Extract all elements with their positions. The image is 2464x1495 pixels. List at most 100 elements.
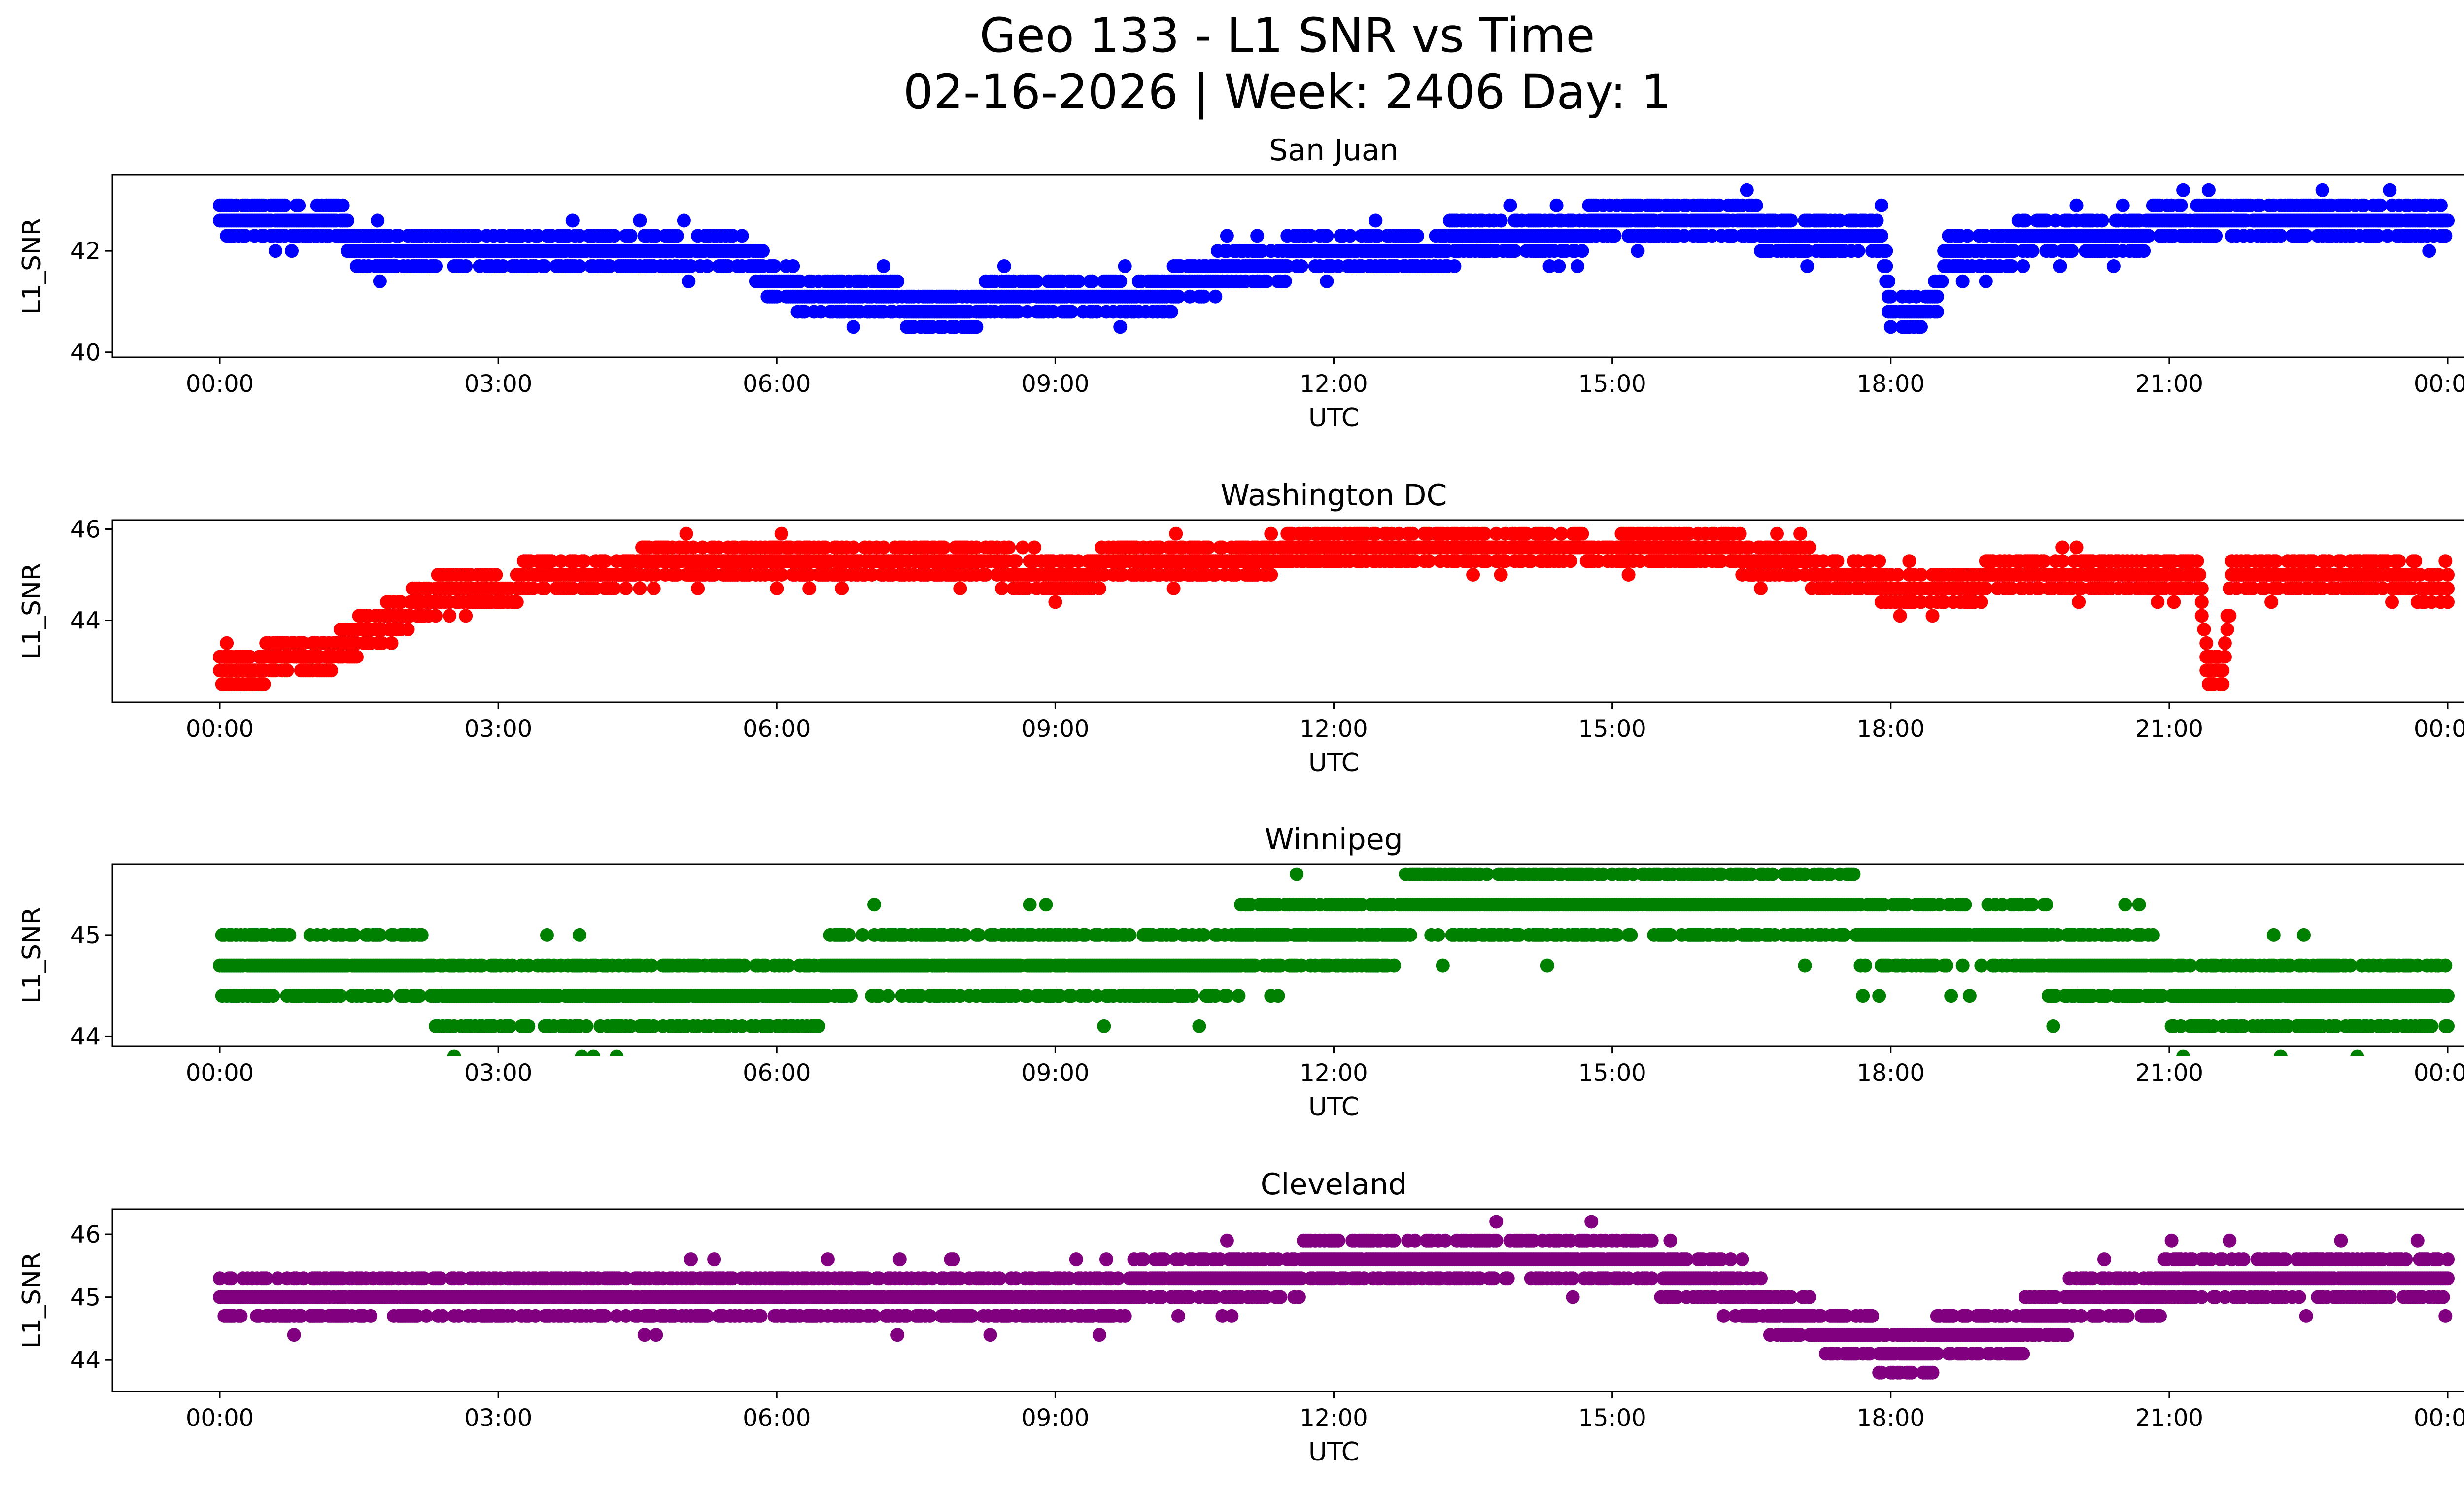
data-point xyxy=(1914,568,1928,582)
data-point xyxy=(2441,568,2455,582)
data-point xyxy=(371,213,385,228)
data-point xyxy=(1422,554,1436,568)
data-point xyxy=(1405,526,1420,541)
data-point xyxy=(292,198,306,212)
data-point xyxy=(2218,650,2232,664)
data-point xyxy=(2190,554,2204,568)
data-point xyxy=(1023,898,1037,912)
data-point xyxy=(2383,183,2397,197)
data-point xyxy=(633,581,647,595)
data-point xyxy=(842,928,856,942)
figure-title-line2: 02-16-2026 | Week: 2406 Day: 1 xyxy=(903,65,1672,120)
data-point xyxy=(412,989,426,1003)
data-point xyxy=(2441,595,2455,609)
data-point xyxy=(459,609,473,623)
data-point xyxy=(770,581,784,595)
data-point xyxy=(1343,229,1357,243)
data-point xyxy=(756,244,770,258)
data-point xyxy=(633,213,647,228)
data-point xyxy=(1466,568,1480,582)
x-tick-label: 21:00 xyxy=(2135,370,2203,398)
data-point xyxy=(333,989,347,1003)
data-point xyxy=(700,259,714,273)
data-point xyxy=(1192,1019,1206,1033)
data-point xyxy=(2218,636,2232,650)
data-point xyxy=(1197,928,1211,942)
data-point xyxy=(619,581,633,595)
data-point xyxy=(2216,677,2230,691)
figure-title-line1: Geo 133 - L1 SNR vs Time xyxy=(980,8,1595,63)
scatter-points xyxy=(213,526,2455,691)
data-point xyxy=(1071,274,1086,288)
data-point xyxy=(1029,274,1044,288)
data-point xyxy=(285,244,299,258)
data-point xyxy=(969,320,984,334)
data-point xyxy=(1733,526,1747,541)
x-tick-label: 06:00 xyxy=(743,370,811,398)
data-point xyxy=(1802,540,1816,555)
data-point xyxy=(1554,526,1568,541)
data-point xyxy=(2192,568,2207,582)
data-point xyxy=(257,677,271,691)
x-tick-label: 09:00 xyxy=(1021,715,1089,743)
data-point xyxy=(280,663,294,678)
data-point xyxy=(1935,274,1949,288)
data-point xyxy=(521,1019,536,1033)
data-point xyxy=(835,581,849,595)
y-tick-label: 46 xyxy=(70,516,101,544)
data-point xyxy=(1631,244,1645,258)
data-point xyxy=(489,568,503,582)
y-tick-label: 44 xyxy=(70,607,101,635)
data-point xyxy=(1002,540,1016,555)
data-point xyxy=(1027,540,1041,555)
data-point xyxy=(2141,229,2156,243)
data-point xyxy=(607,229,621,243)
data-point xyxy=(2025,244,2039,258)
data-point xyxy=(2422,244,2436,258)
data-point xyxy=(682,274,696,288)
data-point xyxy=(1902,554,1916,568)
x-tick-label: 03:00 xyxy=(464,715,532,743)
data-point xyxy=(1800,259,1814,273)
data-point xyxy=(846,540,860,555)
data-point xyxy=(1085,274,1099,288)
data-point xyxy=(995,581,1009,595)
data-point xyxy=(503,1019,517,1033)
data-point xyxy=(2194,581,2209,595)
x-tick-label: 03:00 xyxy=(464,370,532,398)
data-point xyxy=(2069,198,2084,212)
data-point xyxy=(414,928,429,942)
data-point xyxy=(937,540,951,555)
data-point xyxy=(1278,274,1292,288)
data-point xyxy=(691,581,705,595)
data-point xyxy=(1250,229,1265,243)
data-point xyxy=(1220,989,1234,1003)
y-tick-label: 42 xyxy=(70,238,101,265)
data-point xyxy=(2438,554,2453,568)
data-point xyxy=(1960,229,1975,243)
data-point xyxy=(1201,540,1216,555)
data-point xyxy=(2392,554,2406,568)
x-tick-label: 00:00 xyxy=(2414,370,2464,398)
scatter-points xyxy=(213,867,2455,1056)
data-point xyxy=(1740,183,1754,197)
data-point xyxy=(1608,229,1622,243)
data-point xyxy=(510,595,524,609)
data-point xyxy=(2106,259,2121,273)
data-point xyxy=(1118,259,1132,273)
x-tick-label: 18:00 xyxy=(1857,370,1925,398)
data-point xyxy=(2116,198,2130,212)
data-point xyxy=(2055,540,2070,555)
data-point xyxy=(2018,213,2032,228)
data-point xyxy=(1494,568,1508,582)
data-point xyxy=(447,1049,461,1056)
data-point xyxy=(2220,623,2234,636)
data-point xyxy=(575,1049,589,1056)
data-point xyxy=(401,623,415,636)
data-point xyxy=(1369,213,1383,228)
data-point xyxy=(1749,198,1763,212)
data-point xyxy=(1563,554,1577,568)
x-tick-label: 18:00 xyxy=(1857,715,1925,743)
data-point xyxy=(1930,305,1944,319)
